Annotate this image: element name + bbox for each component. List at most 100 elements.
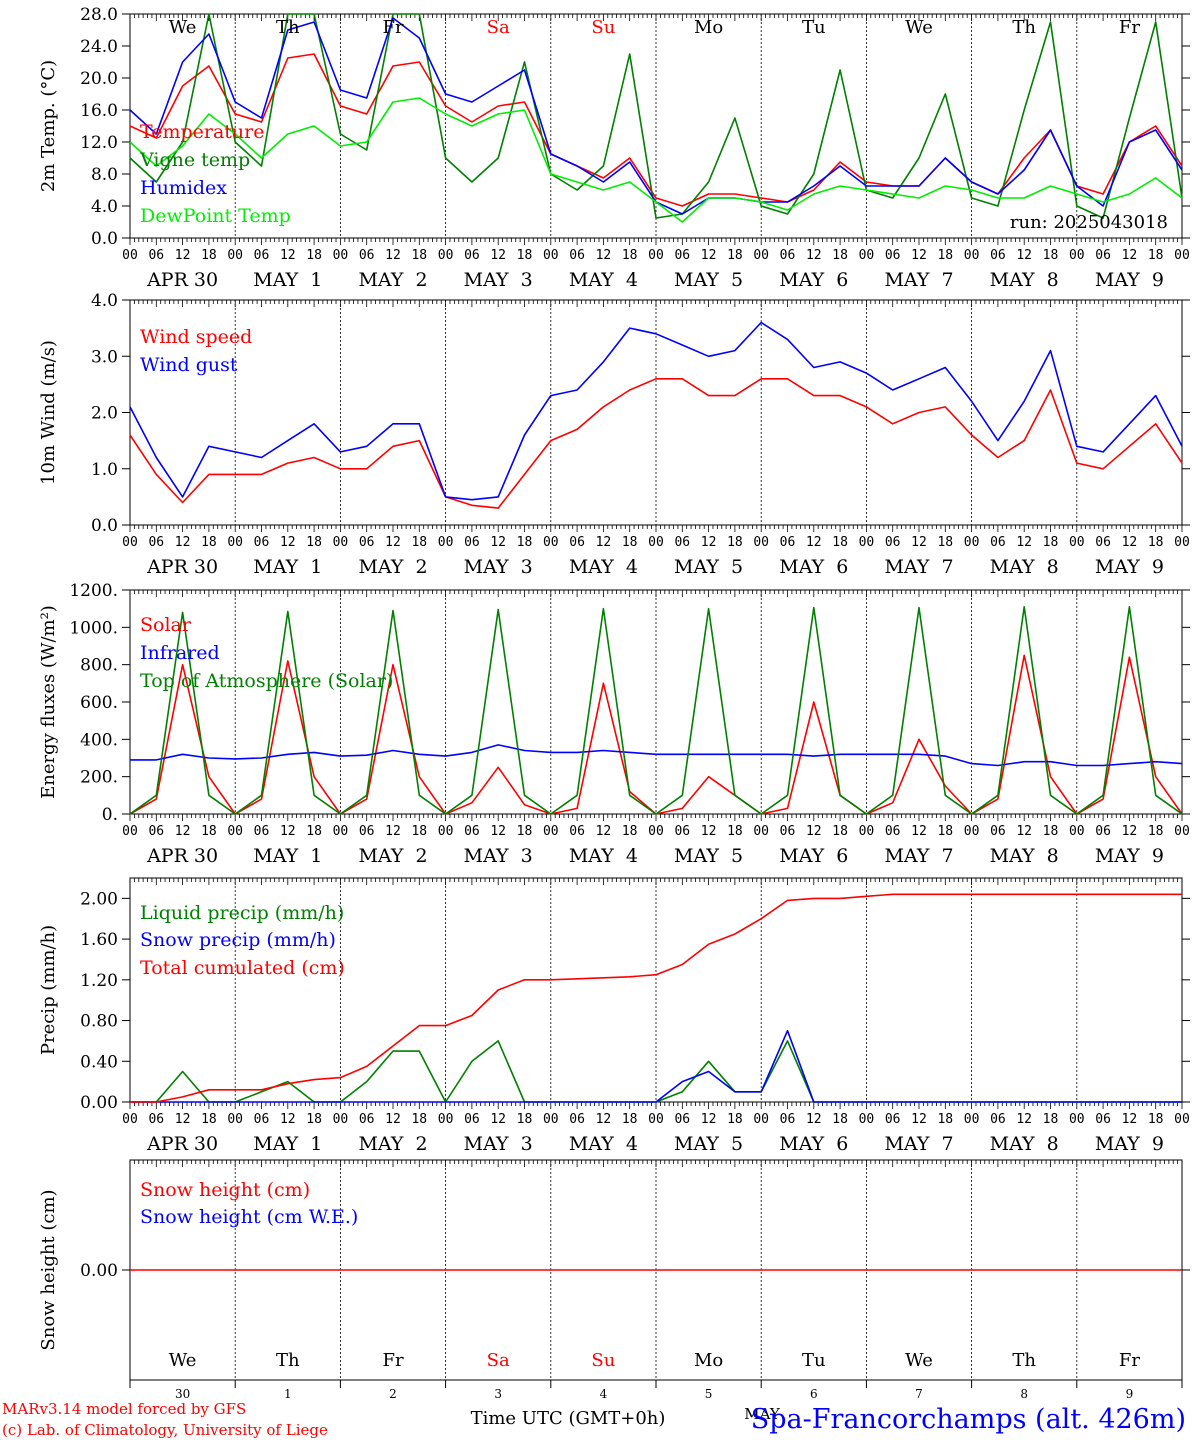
y-tick-label: 3.0 <box>91 347 118 367</box>
hour-label: 00 <box>753 824 769 839</box>
hour-label: 00 <box>227 824 243 839</box>
legend-liquid-precip-mm-h: Liquid precip (mm/h) <box>140 902 344 924</box>
day-name-bottom: We <box>905 1350 933 1371</box>
y-tick-label: 1000. <box>69 618 118 638</box>
day-number: 30 <box>175 1387 190 1401</box>
hour-label: 12 <box>596 1112 612 1127</box>
hour-label: 18 <box>727 1112 743 1127</box>
hour-label: 00 <box>227 1112 243 1127</box>
hour-label: 18 <box>1043 1112 1059 1127</box>
date-label: MAY 1 <box>253 845 322 867</box>
day-name-top: Th <box>1012 17 1036 38</box>
legend-wind-speed: Wind speed <box>140 326 252 348</box>
hour-label: 06 <box>254 248 270 263</box>
date-label: MAY 6 <box>779 845 848 867</box>
day-number: 5 <box>705 1387 713 1401</box>
legend-solar: Solar <box>140 614 192 636</box>
hour-label: 18 <box>306 1112 322 1127</box>
day-name-top: We <box>905 17 933 38</box>
hour-label: 12 <box>490 248 506 263</box>
hour-label: 00 <box>648 248 664 263</box>
y-tick-label: 0.40 <box>80 1052 118 1072</box>
legend-snow-height-cm-w-e: Snow height (cm W.E.) <box>140 1206 358 1228</box>
date-label: MAY 9 <box>1095 845 1164 867</box>
date-label: MAY 6 <box>779 1133 848 1155</box>
y-tick-label: 2.0 <box>91 404 118 424</box>
y-axis-label: 2m Temp. (°C) <box>38 60 59 192</box>
day-number: 2 <box>389 1387 397 1401</box>
hour-label: 00 <box>438 248 454 263</box>
date-label: MAY 2 <box>358 269 427 291</box>
hour-label: 06 <box>885 248 901 263</box>
day-name-bottom: We <box>169 1350 197 1371</box>
hour-label: 00 <box>1174 248 1190 263</box>
date-label: MAY 8 <box>990 845 1059 867</box>
date-label: MAY 2 <box>358 1133 427 1155</box>
hour-label: 18 <box>306 824 322 839</box>
hour-label: 18 <box>622 535 638 550</box>
panel-snow: 0.00 Snow height (cm) Snow height (cm) Snow… <box>38 1159 1190 1381</box>
hour-label: 06 <box>1095 535 1111 550</box>
hour-label: 06 <box>148 248 164 263</box>
hour-label: 06 <box>464 248 480 263</box>
hour-label: 00 <box>1069 1112 1085 1127</box>
y-axis-label: Energy fluxes (W/m²) <box>38 605 59 799</box>
date-label: APR 30 <box>146 1133 218 1155</box>
hour-label: 00 <box>438 824 454 839</box>
hour-label: 06 <box>254 824 270 839</box>
hour-label: 06 <box>780 1112 796 1127</box>
hour-label: 18 <box>937 535 953 550</box>
hour-label: 06 <box>780 248 796 263</box>
y-tick-label: 20.0 <box>80 69 118 89</box>
day-name-bottom: Th <box>1012 1350 1036 1371</box>
y-tick-label: 1.60 <box>80 930 118 950</box>
day-name-bottom: Th <box>276 1350 300 1371</box>
series-line-total-cumulated-cm <box>130 893 1182 1103</box>
y-tick-label: 400. <box>80 730 118 750</box>
hour-label: 12 <box>911 824 927 839</box>
hour-label: 18 <box>517 535 533 550</box>
hour-label: 18 <box>411 824 427 839</box>
y-tick-label: 1.20 <box>80 971 118 991</box>
series-line-wind-speed <box>129 377 1183 509</box>
hour-label: 00 <box>122 535 138 550</box>
hour-label: 00 <box>543 1112 559 1127</box>
panel-energy: 0. 200. 400. 600. 800. 1000. 1200. Energy fluxe… <box>38 581 1190 867</box>
day-name-bottom: Sa <box>487 1350 510 1371</box>
date-label: MAY 5 <box>674 1133 743 1155</box>
date-label: MAY 5 <box>674 845 743 867</box>
hour-label: 12 <box>596 824 612 839</box>
hour-label: 00 <box>333 535 349 550</box>
day-number: 4 <box>600 1387 608 1401</box>
hour-label: 12 <box>806 248 822 263</box>
y-tick-label: 800. <box>80 656 118 676</box>
hour-label: 18 <box>1148 535 1164 550</box>
hour-label: 12 <box>490 824 506 839</box>
hour-label: 12 <box>175 1112 191 1127</box>
day-name-top: Th <box>276 17 300 38</box>
hour-label: 12 <box>701 535 717 550</box>
y-tick-label: 1.0 <box>91 460 118 480</box>
y-tick-label: 600. <box>80 693 118 713</box>
y-tick-label: 200. <box>80 768 118 788</box>
hour-label: 06 <box>990 248 1006 263</box>
hour-label: 18 <box>937 1112 953 1127</box>
hour-label: 18 <box>306 248 322 263</box>
hour-label: 12 <box>701 1112 717 1127</box>
hour-label: 12 <box>911 535 927 550</box>
y-tick-label: 28.0 <box>80 5 118 25</box>
date-label: MAY 5 <box>674 556 743 578</box>
hour-label: 06 <box>990 535 1006 550</box>
hour-label: 12 <box>1122 535 1138 550</box>
legend-total-cumulated-cm: Total cumulated (cm) <box>140 957 345 979</box>
hour-label: 00 <box>753 248 769 263</box>
y-axis-label: Precip (mm/h) <box>38 925 59 1055</box>
hour-label: 00 <box>648 824 664 839</box>
series-line-top-of-atmosphere-solar <box>129 605 1183 815</box>
hour-label: 00 <box>1069 535 1085 550</box>
hour-label: 00 <box>964 1112 980 1127</box>
day-number: 6 <box>810 1387 818 1401</box>
hour-label: 12 <box>596 535 612 550</box>
hour-label: 06 <box>569 824 585 839</box>
